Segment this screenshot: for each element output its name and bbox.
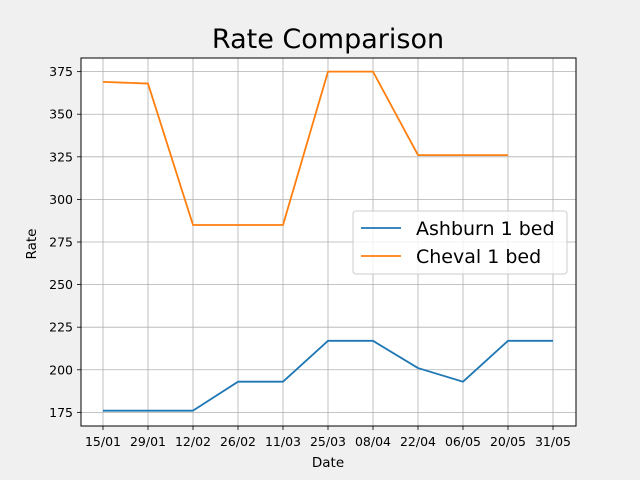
legend-label-cheval-1-bed: Cheval 1 bed [416,246,541,268]
legend-label-ashburn-1-bed: Ashburn 1 bed [416,218,555,240]
y-tick-label: 200 [49,362,73,377]
y-tick-label: 275 [49,235,73,250]
x-tick-label: 11/03 [265,434,301,449]
x-tick-label: 08/04 [355,434,391,449]
x-tick-label: 20/05 [490,434,526,449]
y-tick-label: 350 [49,107,73,122]
legend-box [352,210,568,275]
legend: Ashburn 1 bed Cheval 1 bed [352,210,568,275]
y-axis: 175 200 225 250 275 300 325 350 375 [49,64,81,420]
series-line-cheval-1-bed [102,70,508,226]
x-tick-label: 12/02 [175,434,211,449]
x-tick-label: 31/05 [535,434,571,449]
y-tick-label: 250 [49,277,73,292]
x-axis: 15/01 29/01 12/02 26/02 11/03 25/03 08/04 22/04… [85,426,571,449]
series-layer [102,70,553,412]
x-tick-label: 26/02 [220,434,256,449]
y-tick-label: 175 [49,405,73,420]
x-tick-label: 25/03 [310,434,346,449]
y-tick-label: 300 [49,192,73,207]
chart-title: Rate Comparison [212,24,444,55]
x-axis-label: Date [312,455,344,471]
x-tick-label: 06/05 [445,434,481,449]
x-tick-label: 22/04 [400,434,436,449]
x-tick-label: 15/01 [85,434,121,449]
x-tick-label: 29/01 [130,434,166,449]
y-tick-label: 325 [49,149,73,164]
series-line-ashburn-1-bed [103,339,553,412]
y-axis-label: Rate [24,229,40,260]
y-tick-label: 375 [49,64,73,79]
y-tick-label: 225 [49,320,73,335]
